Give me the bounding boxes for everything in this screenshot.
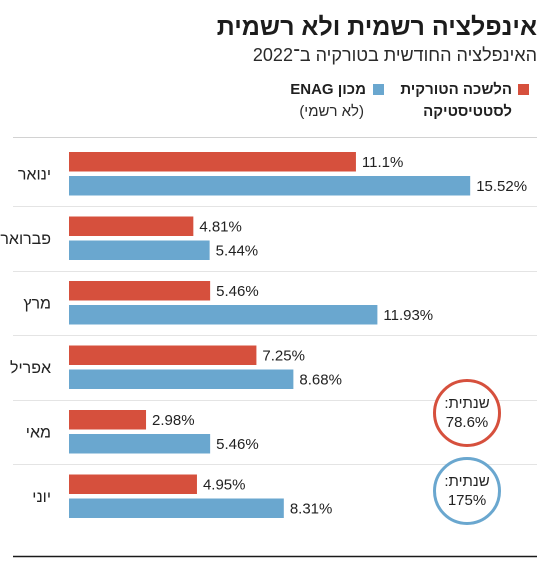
value-label: 7.25% [262,348,305,365]
enag-bar [69,434,211,454]
annual-value: 175% [447,492,487,509]
category-label: מאי [26,425,51,442]
category-label: פברואר [0,231,51,248]
value-label: 4.95% [203,477,246,494]
annual-label: שנתית: [444,395,490,412]
legend-note-enag: (לא רשמי) [299,103,364,120]
enag-bar [69,305,378,325]
annual-badge-enag: שנתית: 175% [433,457,501,525]
value-label: 5.46% [216,436,259,453]
enag-bar [69,498,284,518]
turkstat-bar [69,216,194,236]
value-label: 4.81% [199,219,242,236]
value-label: 8.68% [299,372,342,389]
annual-badge-turkstat: שנתית: 78.6% [433,379,501,447]
annual-label: שנתית: [444,473,490,490]
enag-bar [69,369,294,389]
legend-swatch-turkstat [518,84,529,95]
value-label: 5.44% [216,243,259,260]
value-label: 8.31% [290,501,333,518]
category-label: מרץ [23,296,51,313]
legend-label-enag: מכון ENAG [290,81,366,98]
value-label: 15.52% [476,178,527,195]
annual-value: 78.6% [445,414,489,431]
turkstat-bar [69,410,147,430]
chart-subtitle: האינפלציה החודשית בטורקיה ב־2022 [252,45,537,65]
value-label: 11.1% [362,154,403,171]
legend-swatch-enag [373,84,384,95]
enag-bar [69,176,471,196]
value-label: 5.46% [216,283,259,300]
value-label: 2.98% [152,412,195,429]
value-label: 11.93% [383,307,433,324]
category-label: יוני [32,489,51,506]
turkstat-bar [69,345,257,365]
turkstat-bar [69,281,211,301]
chart-title: אינפלציה רשמית ולא רשמית [216,13,537,41]
turkstat-bar [69,474,197,494]
legend-label-turkstat: הלשכה הטורקית לסטטיסטיקה [400,81,512,120]
turkstat-bar [69,152,356,172]
category-label: ינואר [18,167,51,184]
category-label: אפריל [10,359,51,377]
enag-bar [69,240,210,260]
